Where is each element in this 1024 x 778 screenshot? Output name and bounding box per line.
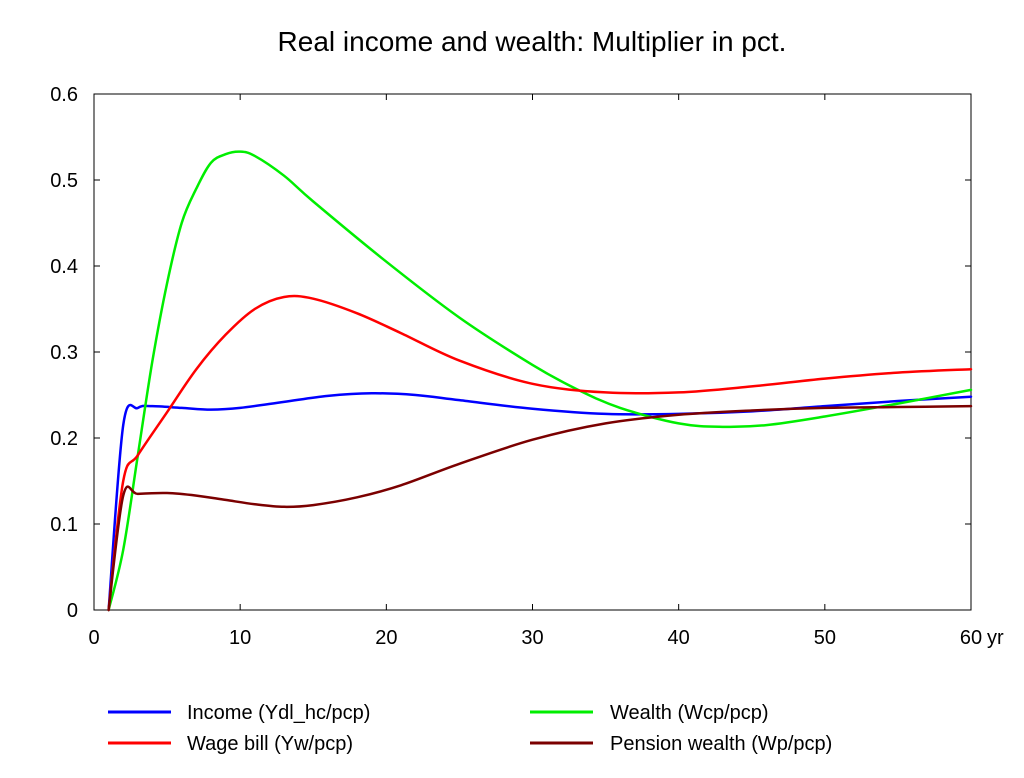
x-axis-ticks: 0 10 20 30 40 50 60 — [88, 94, 982, 649]
legend-label: Wealth (Wcp/pcp) — [610, 702, 769, 724]
series-line-wage-2 — [107, 294, 973, 612]
x-tick-label: 10 — [229, 627, 251, 649]
y-tick-label: 0.2 — [50, 428, 78, 450]
series-line-pension-3 — [107, 404, 973, 612]
x-tick-label: 40 — [668, 627, 690, 649]
x-tick-label: 30 — [521, 627, 543, 649]
x-tick-label: 50 — [814, 627, 836, 649]
plot-area-frame — [93, 93, 972, 611]
series-line-wealth-1 — [107, 150, 973, 612]
legend: Income (Ydl_hc/pcp) Wealth (Wcp/pcp) Wage … — [108, 702, 832, 755]
y-tick-label: 0.3 — [50, 342, 78, 364]
legend-label: Pension wealth (Wp/pcp) — [610, 733, 832, 755]
y-tick-label: 0.4 — [50, 256, 78, 278]
legend-label: Wage bill (Yw/pcp) — [187, 733, 353, 755]
y-tick-label: 0.6 — [50, 84, 78, 106]
x-tick-label: 0 — [88, 627, 99, 649]
y-tick-label: 0.5 — [50, 170, 78, 192]
x-axis-unit-label: yr — [987, 627, 1004, 649]
legend-label: Income (Ydl_hc/pcp) — [187, 702, 370, 724]
series-layer — [107, 150, 973, 612]
x-tick-label: 20 — [375, 627, 397, 649]
x-tick-label: 60 — [960, 627, 982, 649]
y-tick-label: 0 — [67, 600, 78, 622]
chart-title: Real income and wealth: Multiplier in pc… — [278, 26, 787, 57]
y-axis-ticks: 0 0.1 0.2 0.3 0.4 0.5 0.6 — [50, 84, 971, 622]
y-tick-label: 0.1 — [50, 514, 78, 536]
